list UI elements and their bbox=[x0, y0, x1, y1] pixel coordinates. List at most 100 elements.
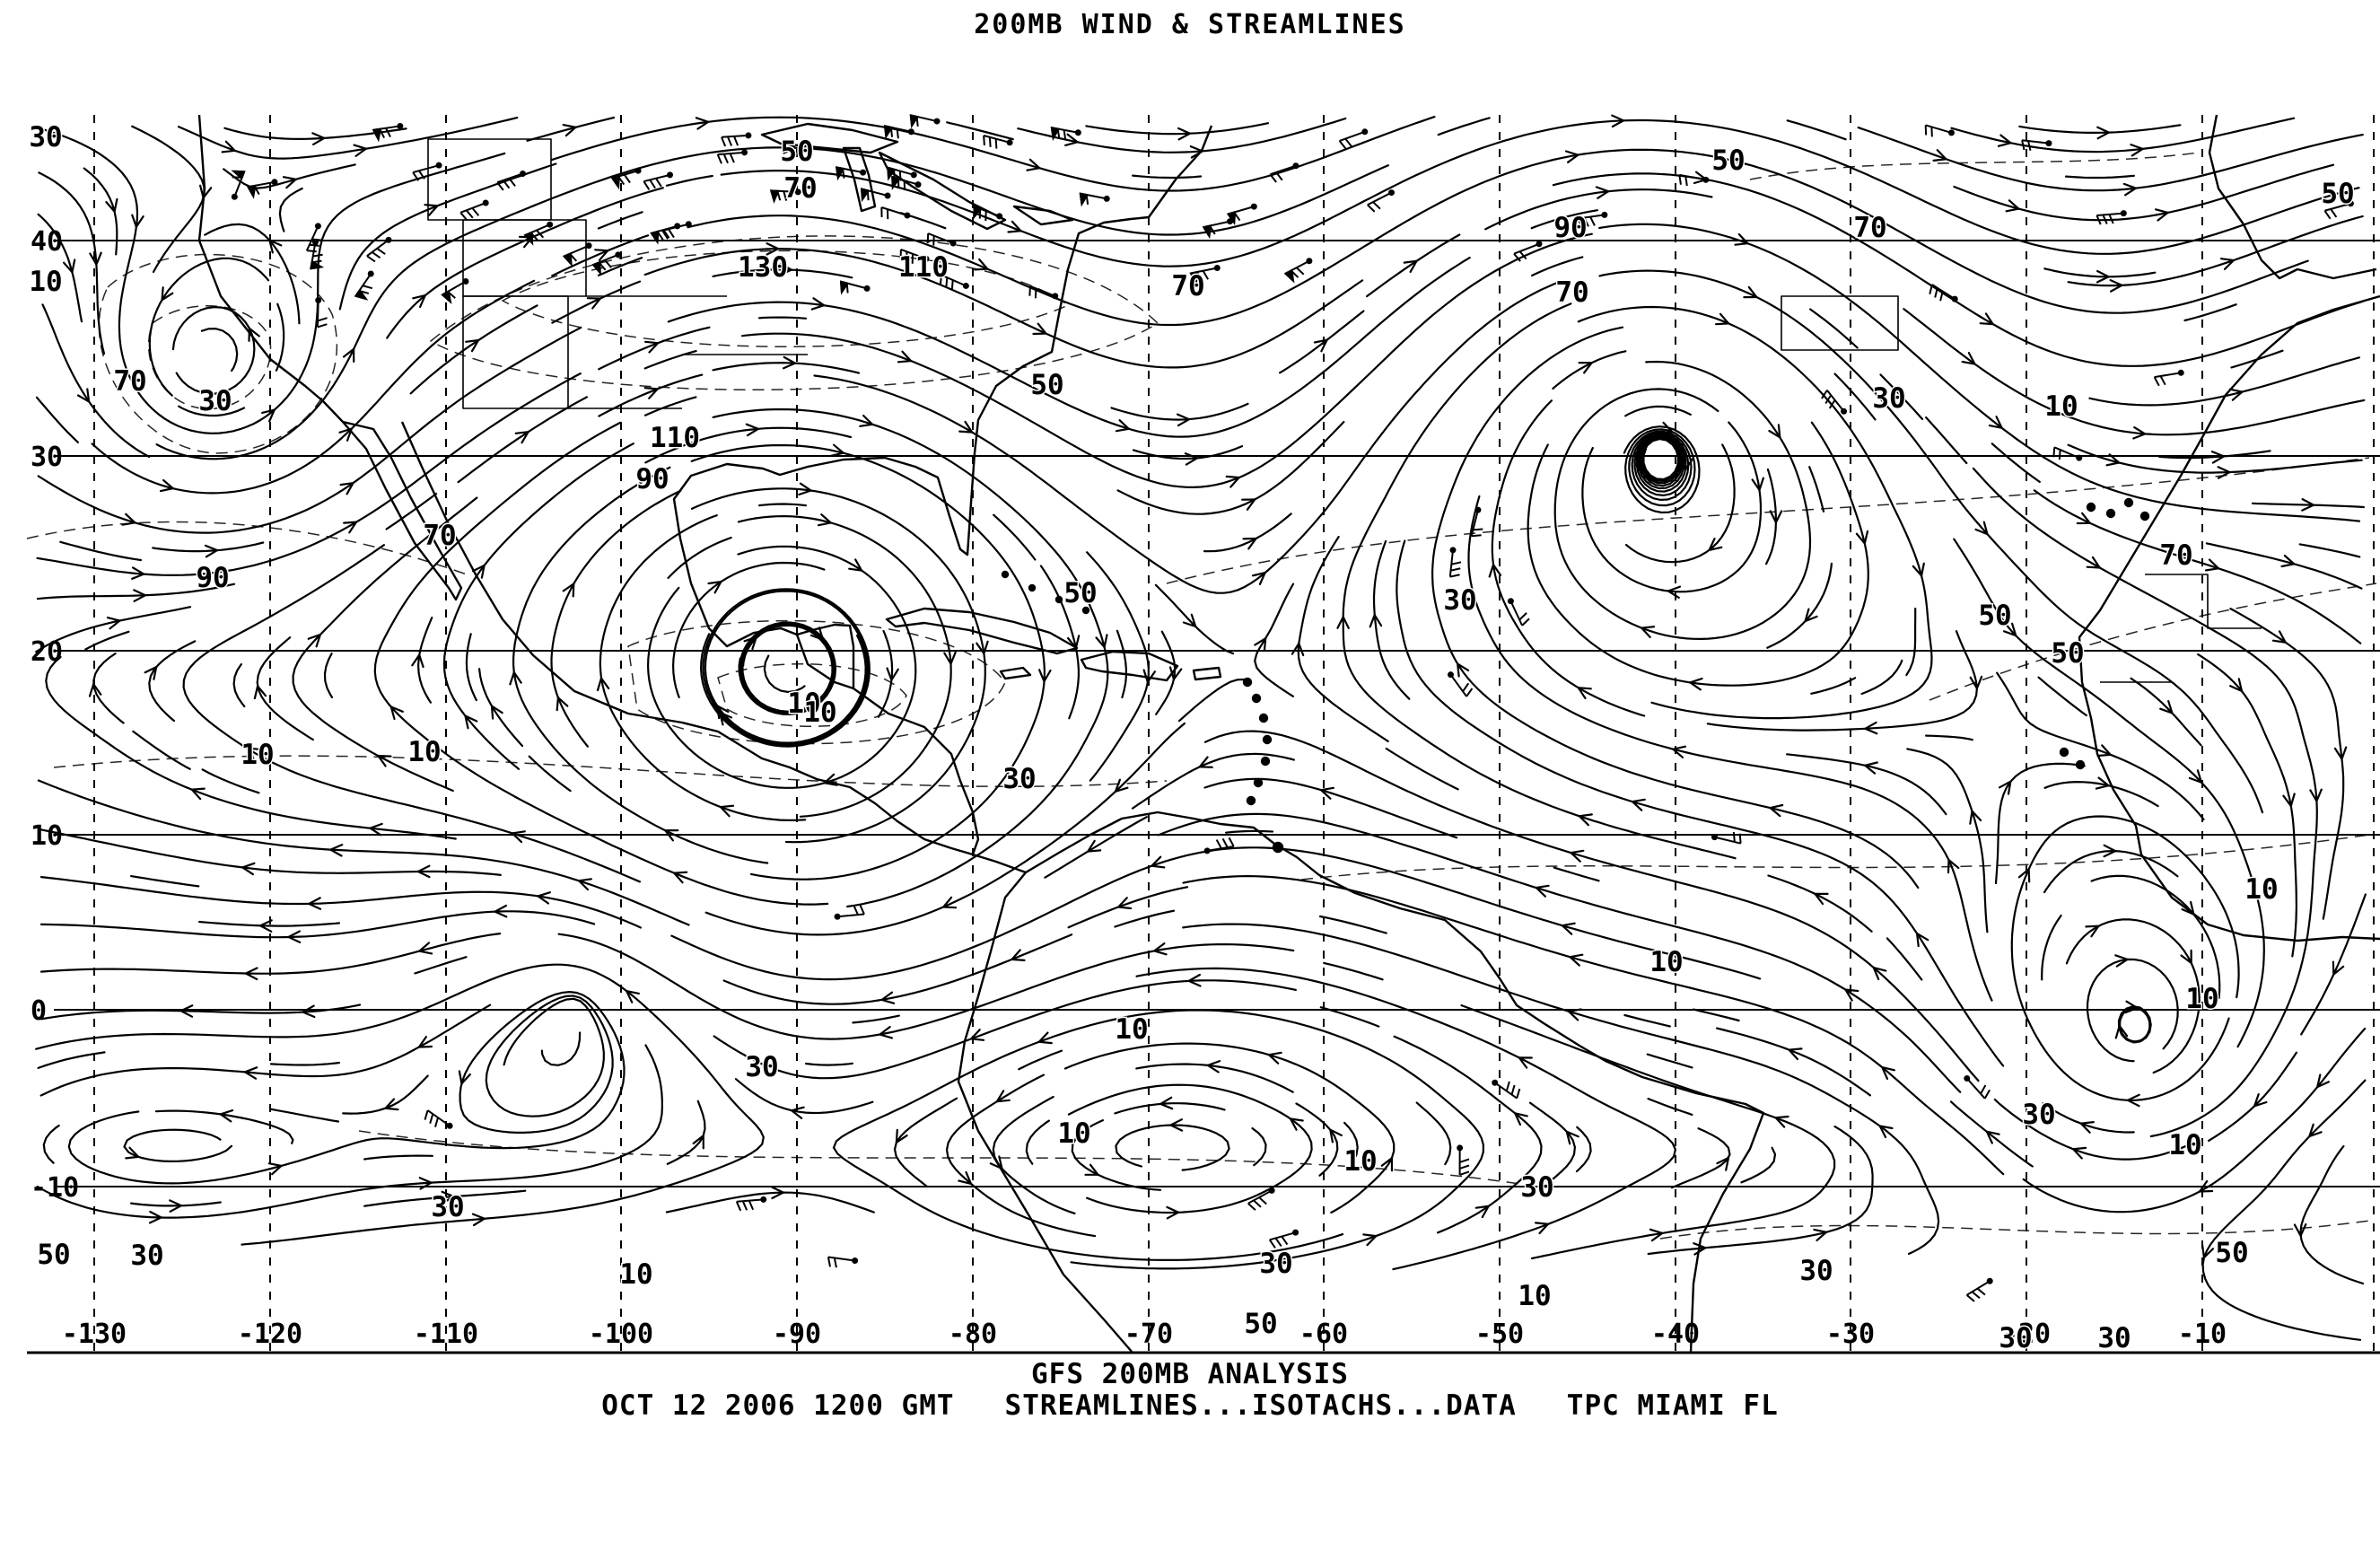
wind-barb bbox=[372, 122, 404, 143]
streamline-arrowhead bbox=[389, 705, 404, 721]
issuing-office: TPC MIAMI FL bbox=[1566, 1389, 1779, 1422]
streamline bbox=[1953, 538, 2265, 1048]
streamline bbox=[1647, 1098, 1693, 1116]
streamline bbox=[1132, 445, 1244, 460]
streamline bbox=[1323, 961, 1384, 981]
streamline-arrowhead bbox=[692, 1134, 704, 1150]
wind-barb bbox=[1457, 1144, 1470, 1176]
wind-barb bbox=[1269, 162, 1299, 183]
isotach-label: 70 bbox=[1555, 276, 1588, 309]
isotach-label: 50 bbox=[2321, 178, 2354, 210]
streamline-arrowhead bbox=[133, 589, 148, 602]
streamline bbox=[643, 248, 1364, 369]
longitude-label: -100 bbox=[589, 1319, 653, 1350]
streamline-arrowhead bbox=[2333, 746, 2348, 762]
streamline bbox=[442, 443, 634, 770]
streamline bbox=[1530, 209, 1598, 230]
streamline-arrowhead bbox=[2070, 1146, 2087, 1160]
streamline bbox=[712, 268, 853, 279]
streamline bbox=[37, 213, 83, 323]
streamline bbox=[148, 257, 270, 397]
streamline-arrowhead bbox=[958, 420, 975, 434]
streamline-arrowhead bbox=[2114, 954, 2130, 968]
streamline bbox=[148, 640, 197, 723]
streamline-arrowhead bbox=[1182, 613, 1197, 628]
streamline-arrowhead bbox=[1186, 973, 1202, 987]
streamline bbox=[1114, 909, 1176, 928]
streamline-arrowhead bbox=[715, 704, 730, 720]
streamline-arrowhead bbox=[1862, 721, 1878, 735]
isotach-label: 30 bbox=[1520, 1171, 1553, 1204]
streamline bbox=[2064, 174, 2135, 180]
wind-barb bbox=[1492, 1079, 1521, 1100]
wind-barb bbox=[1367, 189, 1395, 213]
wind-barb bbox=[1028, 285, 1059, 300]
streamline bbox=[1484, 188, 1713, 231]
streamline-arrowhead bbox=[1576, 687, 1592, 700]
streamline-arrowhead bbox=[1456, 662, 1470, 678]
streamline bbox=[1491, 399, 1646, 717]
streamline-arrowhead bbox=[1666, 585, 1682, 599]
streamline bbox=[36, 1044, 664, 1219]
streamline bbox=[177, 117, 519, 160]
streamline-arrowhead bbox=[745, 423, 761, 437]
streamline bbox=[2117, 1005, 2152, 1044]
streamline bbox=[1991, 443, 2041, 483]
streamline bbox=[1693, 1008, 1740, 1022]
streamline-arrowhead bbox=[1880, 1065, 1895, 1080]
streamline-arrowhead bbox=[1184, 452, 1200, 466]
coastline bbox=[760, 122, 899, 154]
wind-barb bbox=[562, 242, 592, 267]
streamline bbox=[1157, 812, 1962, 1093]
streamline-arrowhead bbox=[2130, 144, 2146, 157]
streamline-arrowhead bbox=[131, 566, 146, 580]
streamline-arrowhead bbox=[510, 830, 526, 844]
streamline bbox=[551, 234, 650, 277]
streamline bbox=[1279, 310, 1365, 374]
streamline-arrowhead bbox=[286, 930, 302, 943]
streamline bbox=[363, 1189, 527, 1207]
coastline bbox=[672, 125, 1213, 690]
wind-barb bbox=[424, 1109, 453, 1129]
streamline bbox=[1039, 565, 1080, 720]
streamline-arrowhead bbox=[471, 1213, 487, 1227]
streamline bbox=[130, 875, 200, 888]
streamline bbox=[1623, 1013, 1671, 1028]
wind-barb bbox=[1470, 506, 1483, 538]
streamline bbox=[39, 933, 502, 975]
streamline bbox=[178, 405, 246, 417]
streamline-arrowhead bbox=[1474, 1205, 1491, 1219]
streamline bbox=[722, 933, 1073, 1005]
streamline bbox=[1203, 777, 1458, 839]
streamline-arrowhead bbox=[1743, 285, 1759, 299]
streamline-arrowhead bbox=[779, 262, 794, 276]
wind-barb bbox=[827, 1256, 859, 1268]
streamline bbox=[232, 663, 246, 708]
streamline-arrowhead bbox=[161, 286, 174, 302]
streamline-arrowhead bbox=[2122, 182, 2139, 197]
isotach-label: 70 bbox=[423, 520, 456, 552]
isotach-label: 30 bbox=[431, 1191, 464, 1223]
isotach-label: 30 bbox=[1999, 1322, 2032, 1354]
wind-barb bbox=[891, 175, 922, 191]
wind-barb bbox=[354, 270, 374, 301]
streamline bbox=[1116, 629, 1127, 699]
streamline bbox=[2043, 267, 2157, 278]
streamline-arrowhead bbox=[106, 617, 122, 630]
streamline bbox=[1203, 513, 1292, 553]
wind-barb bbox=[1050, 126, 1081, 142]
streamline bbox=[323, 653, 334, 698]
streamline bbox=[2067, 443, 2363, 474]
wind-barb bbox=[1247, 1187, 1275, 1211]
streamline bbox=[275, 302, 285, 372]
streamline-arrowhead bbox=[2095, 776, 2111, 790]
wind-barb bbox=[1513, 241, 1543, 262]
streamline-arrowhead bbox=[594, 249, 610, 261]
island-dot bbox=[1258, 713, 1269, 723]
streamline-arrowhead bbox=[1687, 677, 1703, 691]
streamline-arrowhead bbox=[418, 1177, 434, 1190]
streamline bbox=[1833, 372, 1877, 421]
streamline bbox=[1182, 923, 1940, 1255]
streamline bbox=[813, 280, 1562, 594]
streamline-arrowhead bbox=[1969, 809, 1982, 825]
